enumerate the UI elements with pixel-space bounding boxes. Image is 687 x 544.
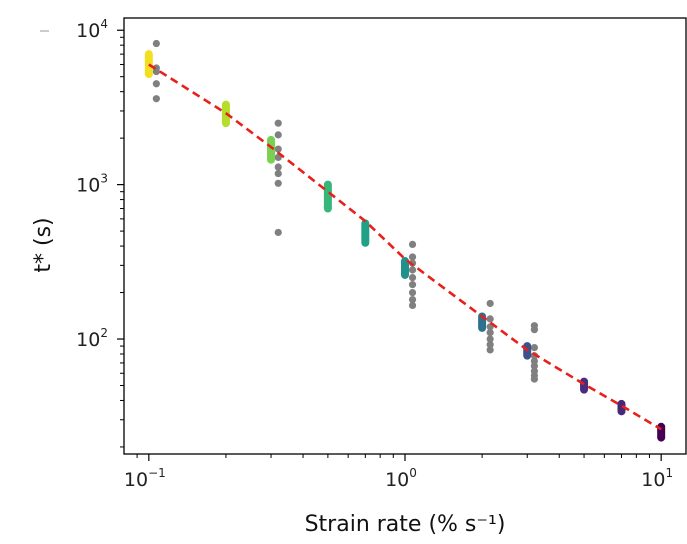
- plot-frame: [123, 17, 687, 455]
- gray-point: [408, 288, 417, 297]
- y-axis-label: t* (s): [31, 217, 56, 272]
- gray-point: [486, 346, 494, 354]
- gray-point: [274, 228, 282, 237]
- x-tick-label: 101: [641, 466, 673, 491]
- gray-point: [274, 179, 282, 187]
- gray-point: [274, 163, 282, 171]
- gray-point: [152, 80, 160, 88]
- gray-point: [152, 39, 160, 48]
- gray-point: [274, 119, 282, 127]
- gray-point: [408, 281, 417, 289]
- gray-point: [274, 169, 282, 178]
- y-tick-label: 104: [76, 17, 108, 42]
- gray-point: [408, 266, 417, 274]
- gray-point: [274, 131, 282, 139]
- gray-point: [408, 253, 417, 261]
- gray-point: [530, 362, 539, 370]
- gray-point: [408, 296, 417, 304]
- gray-point: [530, 343, 539, 352]
- gray-point: [486, 315, 494, 323]
- gray-point: [408, 273, 417, 282]
- x-tick-label: 10−1: [124, 466, 166, 491]
- y-tick-label: 103: [76, 172, 108, 197]
- x-tick-label: 100: [385, 466, 417, 491]
- gray-point: [408, 240, 417, 249]
- colored-points: [144, 50, 666, 442]
- gray-point: [530, 326, 539, 334]
- x-axis-label: Strain rate (% s⁻¹): [305, 512, 506, 537]
- gray-point: [486, 335, 494, 343]
- gray-points: [152, 39, 539, 383]
- gray-point: [152, 95, 160, 103]
- gray-point: [152, 67, 160, 76]
- y-tick-label: 102: [76, 326, 108, 351]
- gray-point: [274, 145, 282, 153]
- axis-ticks: 10−1 100 101 102 103 104: [76, 17, 673, 491]
- gray-point: [530, 375, 539, 383]
- gray-point: [486, 329, 494, 337]
- gray-point: [408, 301, 417, 310]
- gray-point: [486, 341, 494, 349]
- gray-point: [486, 299, 494, 308]
